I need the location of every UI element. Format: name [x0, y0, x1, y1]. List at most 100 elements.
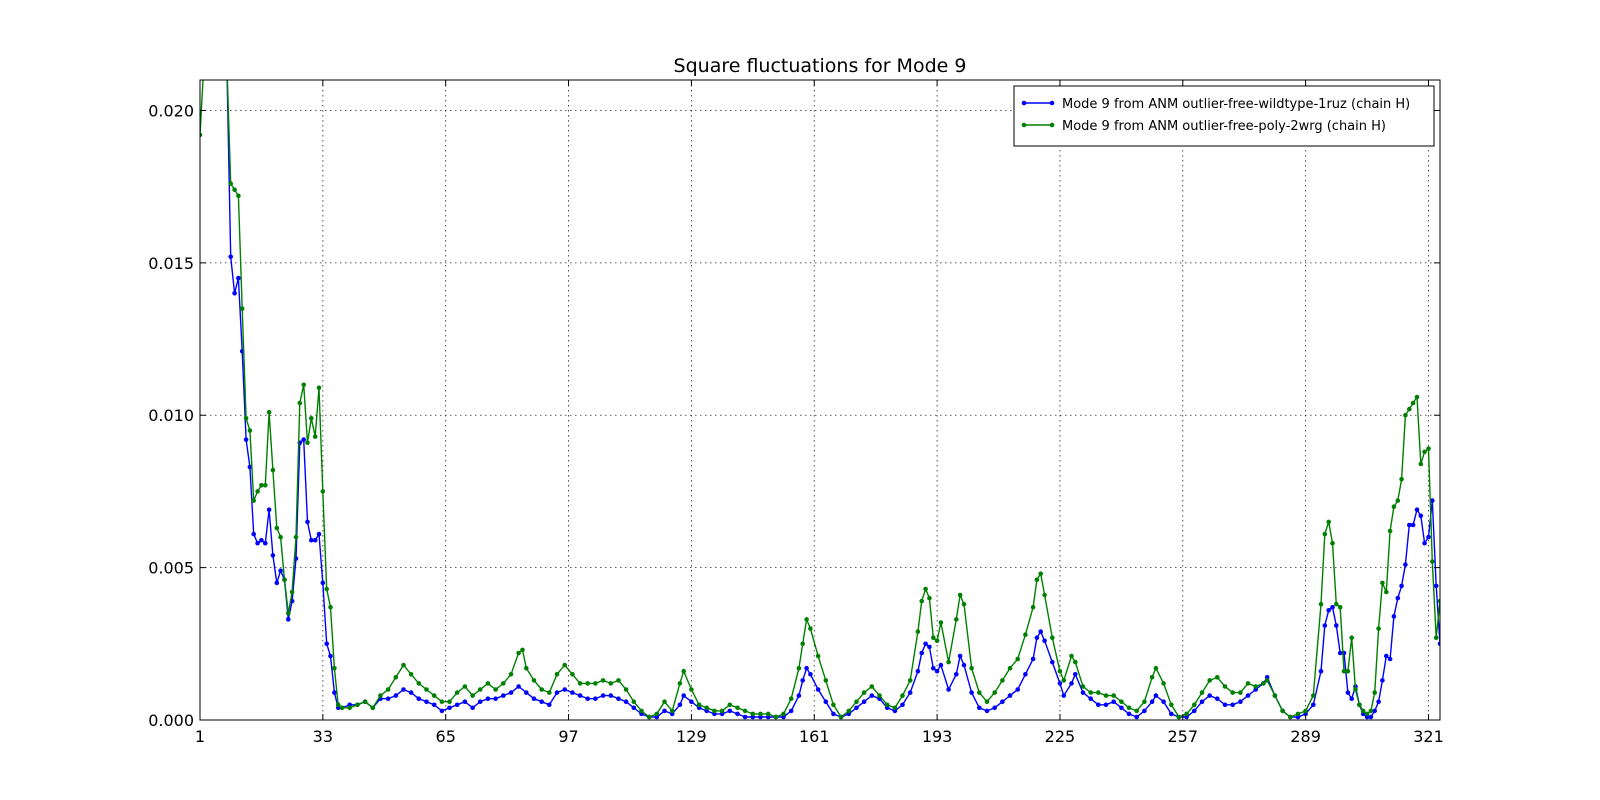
data-point: [320, 580, 326, 586]
data-point: [900, 702, 905, 708]
data-point: [631, 705, 637, 711]
data-point: [1149, 699, 1155, 704]
legend-box: [1013, 85, 1435, 147]
data-point: [1345, 668, 1351, 674]
legend-item: Mode 9 from ANM outlier-free-poly-2wrg (…: [1021, 119, 1386, 134]
data-point: [228, 181, 233, 186]
series-line: [200, 80, 1440, 719]
data-point: [915, 629, 921, 634]
data-point: [1318, 668, 1324, 674]
series-1: [226, 80, 1440, 720]
legend-label: Mode 9 from ANM outlier-free-wildtype-1r…: [1062, 97, 1410, 112]
data-point: [808, 672, 813, 677]
data-point: [1326, 608, 1331, 613]
data-point: [735, 711, 740, 717]
data-point: [477, 699, 483, 704]
data-point: [562, 662, 567, 668]
x-tick-label: 161: [799, 727, 830, 746]
data-point: [804, 665, 809, 671]
data-point: [401, 687, 406, 692]
data-point: [1149, 675, 1155, 680]
data-point: [1015, 687, 1020, 692]
data-point: [992, 690, 997, 695]
data-point: [631, 699, 637, 704]
data-point: [1069, 681, 1074, 686]
data-point: [570, 672, 575, 677]
data-point: [831, 711, 836, 717]
y-tick-label: 0.020: [148, 101, 194, 120]
data-point: [570, 690, 575, 695]
data-point: [884, 702, 890, 708]
data-point: [1349, 696, 1354, 701]
data-point: [447, 705, 452, 711]
data-point: [1111, 693, 1116, 698]
data-point: [1050, 635, 1055, 640]
data-point: [508, 672, 514, 677]
data-point: [251, 531, 256, 537]
data-point: [788, 696, 794, 701]
data-point: [1345, 690, 1351, 695]
data-point: [562, 687, 567, 692]
data-point: [1192, 708, 1197, 714]
data-point: [1407, 522, 1412, 528]
data-point: [1050, 659, 1055, 665]
legend-marker: [1049, 122, 1055, 128]
data-point: [854, 705, 859, 711]
data-point: [1069, 653, 1074, 659]
data-point: [892, 705, 898, 711]
data-point: [1111, 699, 1116, 704]
data-point: [1169, 711, 1174, 717]
data-point: [1387, 656, 1393, 662]
data-point: [493, 696, 498, 701]
data-point: [320, 489, 326, 494]
data-point: [1403, 562, 1408, 567]
data-point: [938, 662, 944, 668]
data-point: [938, 620, 944, 625]
data-point: [823, 678, 829, 683]
data-point: [385, 687, 391, 692]
data-point: [293, 534, 299, 540]
legend-marker: [1049, 100, 1055, 106]
data-point: [1030, 656, 1036, 662]
data-point: [984, 699, 990, 704]
data-point: [869, 693, 875, 698]
data-point: [236, 193, 241, 199]
data-point: [1161, 681, 1166, 686]
data-point: [946, 687, 951, 692]
data-point: [1422, 449, 1427, 455]
y-tick-label: 0.000: [148, 711, 194, 730]
data-point: [200, 132, 203, 138]
data-point: [808, 626, 813, 631]
data-point: [1103, 693, 1109, 698]
data-point: [984, 708, 990, 714]
data-point: [225, 63, 230, 68]
data-point: [1426, 534, 1431, 540]
data-point: [431, 693, 437, 698]
data-point: [616, 678, 621, 683]
data-point: [854, 699, 859, 704]
data-point: [1245, 681, 1251, 686]
data-point: [1061, 678, 1067, 683]
data-point: [243, 416, 249, 421]
plot-frame: [199, 79, 1441, 721]
data-point: [1391, 614, 1397, 619]
data-point: [1096, 690, 1101, 695]
data-point: [1038, 629, 1043, 634]
data-point: [524, 665, 529, 671]
data-point: [1073, 659, 1078, 665]
data-point: [923, 641, 928, 647]
data-point: [309, 416, 314, 421]
data-point: [493, 687, 498, 692]
data-point: [278, 534, 283, 540]
legend-item: Mode 9 from ANM outlier-free-wildtype-1r…: [1021, 97, 1410, 112]
data-point: [1349, 635, 1354, 640]
data-point: [1414, 394, 1420, 400]
data-point: [750, 711, 756, 717]
data-point: [1337, 650, 1343, 656]
data-point: [1368, 714, 1374, 720]
data-point: [1088, 696, 1093, 701]
data-point: [1364, 711, 1370, 717]
data-point: [869, 684, 875, 689]
data-point: [719, 708, 725, 714]
